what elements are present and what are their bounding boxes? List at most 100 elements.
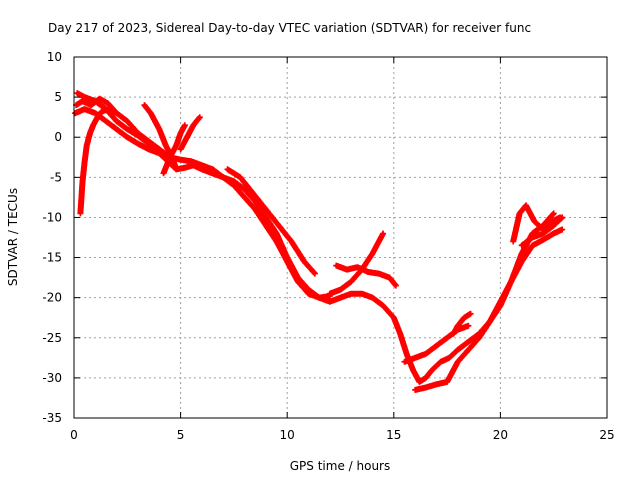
data-point: [307, 292, 310, 296]
x-axis-label: GPS time / hours: [290, 459, 391, 473]
data-point: [541, 238, 545, 242]
data-point: [518, 212, 521, 215]
data-point: [511, 240, 515, 243]
data-point: [447, 356, 451, 360]
data-point: [467, 324, 470, 328]
data-point: [435, 344, 438, 348]
data-point: [275, 232, 278, 235]
y-tick-label: -10: [42, 210, 62, 224]
data-point: [366, 270, 370, 274]
data-point: [81, 179, 84, 183]
data-point: [360, 292, 364, 296]
data-point: [445, 336, 449, 340]
data-point: [174, 143, 178, 147]
data-point: [381, 304, 385, 308]
data-point: [174, 167, 178, 171]
data-point: [93, 111, 97, 115]
y-tick-label: -25: [42, 331, 62, 345]
data-point: [371, 252, 374, 255]
data-point: [183, 123, 187, 127]
data-point: [488, 320, 492, 324]
data-point: [83, 107, 87, 111]
data-point: [467, 340, 470, 344]
data-point: [339, 296, 342, 300]
data-point: [456, 360, 460, 364]
data-point: [251, 191, 255, 195]
series-pass-2: [73, 95, 333, 301]
data-point: [356, 265, 359, 269]
data-point: [377, 272, 381, 275]
data-point: [530, 244, 534, 247]
data-point: [328, 300, 332, 304]
data-point: [550, 220, 553, 223]
data-point: [349, 280, 353, 284]
data-point: [221, 175, 225, 179]
data-point: [157, 127, 161, 131]
data-point: [191, 123, 195, 127]
data-point: [381, 232, 385, 235]
tick-layer: 0 5 10 15 20 25 10 5 0 -5 -10 -15 -20 -25 -30 -35: [42, 50, 614, 442]
data-point: [211, 167, 214, 171]
data-point: [91, 123, 95, 127]
data-point: [189, 159, 193, 163]
data-point: [115, 127, 119, 131]
data-point: [277, 224, 281, 227]
data-point: [285, 260, 289, 263]
data-point: [552, 224, 556, 227]
data-point: [469, 312, 472, 316]
data-point: [80, 195, 83, 199]
data-point: [424, 352, 428, 356]
data-point: [520, 244, 524, 247]
data-point: [113, 111, 116, 115]
data-point: [552, 232, 556, 235]
data-point: [430, 368, 434, 372]
plot-frame: [73, 56, 608, 419]
data-point: [456, 348, 460, 352]
y-axis-label: SDTVAR / TECUs: [6, 188, 20, 286]
data-point: [524, 204, 528, 207]
data-point: [125, 127, 129, 131]
data-point: [198, 115, 202, 119]
data-point: [411, 368, 415, 372]
data-point: [157, 151, 161, 155]
series-pass-3: [72, 106, 163, 157]
series-pass-4: [77, 106, 118, 217]
data-point: [317, 296, 321, 300]
chart-title: Day 217 of 2023, Sidereal Day-to-day VTE…: [48, 21, 531, 35]
data-point: [334, 264, 338, 267]
data-point: [226, 167, 229, 171]
data-point: [445, 380, 449, 384]
x-tick-label: 5: [177, 428, 185, 442]
data-point: [78, 212, 82, 215]
data-point: [392, 316, 396, 320]
data-point: [168, 155, 172, 159]
data-point: [290, 240, 293, 243]
data-point: [264, 224, 268, 227]
series-pass-6: [160, 122, 188, 177]
data-point: [403, 360, 406, 364]
data-point: [100, 110, 104, 113]
data-point: [125, 119, 129, 123]
y-tick-label: 10: [47, 50, 62, 64]
data-point: [413, 388, 417, 392]
data-point: [477, 336, 481, 340]
data-point: [149, 111, 153, 115]
data-point: [349, 292, 353, 296]
data-point: [360, 268, 364, 271]
data-point: [179, 147, 183, 151]
data-point: [388, 276, 391, 280]
data-point: [313, 272, 317, 275]
data-point: [81, 99, 84, 103]
data-point: [371, 296, 374, 300]
data-point: [499, 304, 502, 308]
data-point: [264, 216, 268, 219]
data-point: [398, 332, 402, 336]
data-point: [232, 183, 236, 187]
data-point: [243, 195, 246, 199]
data-point: [179, 158, 183, 162]
data-point: [125, 135, 129, 139]
data-point: [200, 163, 204, 167]
y-tick-label: -35: [42, 411, 62, 425]
data-layer: [72, 90, 566, 393]
